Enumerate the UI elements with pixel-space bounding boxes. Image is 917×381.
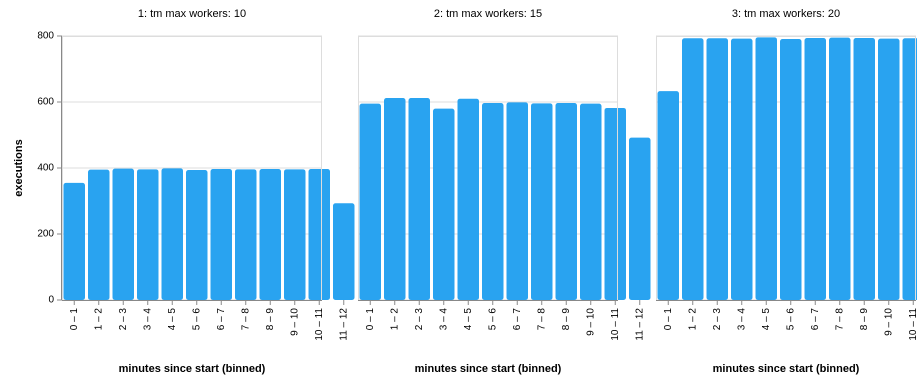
bar-2-4 [433, 108, 455, 300]
bar-1-8 [235, 169, 257, 300]
bar-1-6 [186, 169, 208, 300]
y-axis-title: executions [13, 139, 25, 196]
x-tick-label: 2 – 3 [712, 308, 723, 331]
x-tick-label: 5 – 6 [191, 308, 202, 331]
x-tick-label: 4 – 5 [463, 308, 474, 331]
x-tick-label: 5 – 6 [785, 308, 796, 331]
x-tick-label: 0 – 1 [663, 308, 674, 331]
bar-2-3 [408, 98, 430, 300]
x-axis-title-1: minutes since start (binned) [119, 363, 266, 375]
labels-layer: 1: tm max workers: 10 0 – 1 1 – 2 2 – 3 3 – … [37, 8, 917, 375]
y-tick-label: 0 [48, 295, 54, 306]
y-tick-label: 600 [37, 97, 54, 108]
x-tick-label: 6 – 7 [810, 308, 821, 331]
bar-3-2 [682, 38, 704, 301]
x-tick-label: 9 – 10 [289, 308, 300, 336]
bar-2-6 [482, 102, 504, 301]
bar-2-11 [604, 107, 626, 300]
x-tick-label: 4 – 5 [167, 308, 178, 331]
bar-3-3 [706, 38, 728, 301]
x-tick-label: 1 – 2 [93, 308, 104, 331]
x-tick-label: 2 – 3 [118, 308, 129, 331]
x-tick-label: 3 – 4 [438, 308, 449, 331]
bar-3-8 [829, 37, 851, 301]
x-tick-label: 0 – 1 [365, 308, 376, 331]
bar-3-10 [878, 38, 900, 300]
bar-2-12 [629, 137, 651, 300]
bar-3-11 [902, 38, 917, 300]
bar-2-2 [384, 98, 406, 300]
x-tick-label: 9 – 10 [585, 308, 596, 336]
bar-2-8 [531, 103, 553, 300]
x-tick-label: 10 – 11 [314, 308, 325, 341]
bar-1-5 [161, 168, 183, 300]
bar-1-12 [333, 203, 355, 300]
x-tick-label: 7 – 8 [240, 308, 251, 331]
bar-3-5 [755, 37, 777, 300]
x-tick-label: 11 – 12 [338, 308, 349, 341]
y-tick-label: 400 [37, 163, 54, 174]
x-tick-label: 11 – 12 [634, 308, 645, 341]
y-tick-label: 800 [37, 31, 54, 42]
panel-title-3: 3: tm max workers: 20 [732, 8, 840, 20]
x-tick-label: 3 – 4 [736, 308, 747, 331]
x-tick-label: 6 – 7 [216, 308, 227, 331]
bar-2-9 [555, 102, 577, 301]
x-tick-label: 3 – 4 [142, 308, 153, 331]
x-tick-label: 2 – 3 [414, 308, 425, 331]
panel-title-2: 2: tm max workers: 15 [434, 8, 542, 20]
x-tick-label: 7 – 8 [834, 308, 845, 331]
x-tick-label: 10 – 11 [610, 308, 621, 341]
x-tick-label: 8 – 9 [561, 308, 572, 331]
x-tick-label: 8 – 9 [859, 308, 870, 331]
bar-1-7 [210, 168, 232, 300]
bar-1-3 [112, 168, 134, 300]
x-axis-title-3: minutes since start (binned) [713, 363, 860, 375]
bars-layer [63, 37, 917, 301]
x-tick-label: 7 – 8 [536, 308, 547, 331]
bar-1-4 [137, 169, 159, 300]
x-tick-label: 5 – 6 [487, 308, 498, 331]
x-axis-title-2: minutes since start (binned) [415, 363, 562, 375]
bar-2-10 [580, 103, 602, 301]
x-tick-label: 6 – 7 [512, 308, 523, 331]
bar-2-1 [359, 103, 381, 301]
bar-2-7 [506, 102, 528, 300]
x-tick-label: 0 – 1 [69, 308, 80, 331]
x-tick-label: 10 – 11 [908, 308, 917, 341]
bar-1-9 [259, 168, 281, 300]
x-tick-label: 8 – 9 [265, 308, 276, 331]
x-tick-label: 1 – 2 [687, 308, 698, 331]
x-tick-label: 1 – 2 [389, 308, 400, 331]
bar-1-1 [63, 182, 85, 300]
bar-2-5 [457, 98, 479, 300]
bar-1-11 [308, 168, 330, 300]
bar-3-9 [853, 37, 875, 300]
bar-3-6 [780, 38, 802, 300]
panel-title-1: 1: tm max workers: 10 [138, 8, 246, 20]
bar-3-7 [804, 37, 826, 300]
bar-1-10 [284, 169, 306, 300]
y-tick-label: 200 [37, 229, 54, 240]
x-tick-label: 9 – 10 [883, 308, 894, 336]
bar-1-2 [88, 169, 110, 300]
bar-3-1 [657, 91, 679, 300]
x-tick-label: 4 – 5 [761, 308, 772, 331]
frames-layer [57, 35, 916, 305]
bar-3-4 [731, 38, 753, 300]
